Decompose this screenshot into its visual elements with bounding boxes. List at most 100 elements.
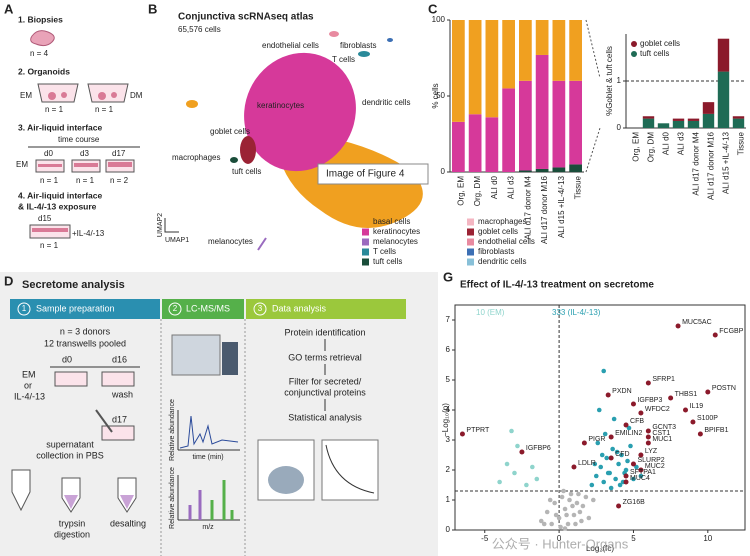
- text: collection in PBS: [36, 450, 104, 460]
- point: [504, 461, 510, 467]
- curve-icon: [325, 444, 375, 494]
- bar-segment: [468, 20, 482, 115]
- labeled-point: [581, 440, 587, 446]
- x-tick-label: ALI d15 +IL-4/-13: [557, 175, 566, 238]
- gene-label: MUC1: [652, 436, 672, 443]
- point: [583, 494, 589, 500]
- legend-label: endothelial cells: [478, 237, 535, 246]
- bar-segment: [519, 80, 532, 171]
- legend-swatch: [467, 258, 474, 266]
- panel-letter: D: [4, 273, 13, 288]
- transwell: [101, 425, 135, 441]
- point: [524, 482, 529, 488]
- bar-segment: [535, 54, 549, 169]
- axis-label: time (min): [192, 454, 223, 461]
- gene-label: GCNT3: [652, 424, 676, 431]
- organoid: [98, 92, 106, 100]
- x-axis-label: Log₂(fc): [586, 544, 614, 553]
- y-tick-label: 6: [446, 345, 451, 354]
- cluster-label: T cells: [332, 55, 355, 64]
- organoid: [111, 92, 117, 98]
- bar-segment: [552, 167, 566, 172]
- labeled-point: [690, 419, 696, 425]
- labeled-point: [571, 464, 577, 470]
- cluster-label: fibroblasts: [340, 41, 376, 50]
- axes: [177, 475, 240, 521]
- x-tick-label: 10: [703, 534, 712, 543]
- point: [613, 476, 618, 482]
- x-tick-label: ALI d17 donor M4: [523, 175, 532, 239]
- label: DM: [130, 91, 143, 100]
- point: [589, 482, 595, 488]
- y-tick-label: 1: [617, 76, 622, 85]
- watermark: 公众号 · Hunter-Organs: [492, 536, 629, 551]
- bar-segment: [732, 116, 745, 119]
- label: EM: [20, 91, 32, 100]
- bar-segment: [535, 20, 549, 55]
- spectrum: [188, 480, 234, 520]
- step-header: [10, 299, 160, 319]
- point: [541, 521, 547, 527]
- biopsy: [30, 30, 55, 47]
- bar-segment: [535, 168, 549, 172]
- labeled-point: [645, 434, 651, 440]
- label: time course: [58, 135, 100, 144]
- point: [598, 464, 604, 470]
- cluster-label: keratinocytes: [257, 101, 304, 110]
- point: [568, 491, 574, 497]
- legend-swatch: [467, 248, 474, 256]
- point: [601, 479, 607, 485]
- bar-segment: [485, 117, 499, 172]
- bar-segment: [717, 71, 730, 128]
- y-tick-label: 0: [441, 167, 446, 176]
- gene-label: LYZ: [645, 448, 658, 455]
- point: [586, 515, 592, 521]
- legend-label: keratinocytes: [373, 227, 420, 236]
- gene-label: WFDC2: [645, 406, 670, 413]
- labeled-point: [630, 401, 636, 407]
- bar-segment: [642, 116, 655, 119]
- labeled-point: [668, 395, 674, 401]
- x-tick-label: ALI d0: [490, 175, 499, 199]
- point: [561, 488, 566, 494]
- step-num: 1: [22, 304, 27, 313]
- point: [534, 476, 540, 482]
- cluster: [186, 100, 198, 108]
- epithelium: [38, 162, 132, 167]
- point: [631, 476, 636, 482]
- point: [559, 494, 565, 500]
- label: EM: [16, 160, 28, 169]
- axis-label: Relative abundance: [169, 399, 176, 461]
- gene-label: CFB: [630, 418, 644, 425]
- gene-label: MUC5AC: [682, 319, 712, 326]
- point: [549, 521, 554, 527]
- x-tick-label: 5: [631, 534, 636, 543]
- legend-swatch: [631, 41, 637, 47]
- y-tick-label: 0: [617, 123, 622, 132]
- point: [593, 473, 599, 479]
- step: 4. Air-liquid interface: [18, 190, 103, 200]
- legend-label: macrophages: [478, 217, 526, 226]
- bar-segment: [569, 20, 582, 81]
- labeled-point: [608, 455, 614, 461]
- endothelial-cluster: [329, 31, 339, 37]
- gene-label: PIGR: [588, 436, 605, 443]
- legend-swatch: [631, 51, 637, 57]
- legend-label: dendritic cells: [478, 257, 526, 266]
- bar-segment: [717, 38, 730, 72]
- gene-label: SFRP1: [652, 376, 675, 383]
- x-tick-label: ALI d17 donor M4: [692, 131, 701, 195]
- connector: [585, 127, 601, 173]
- labeled-point: [645, 440, 651, 446]
- bar-segment: [552, 20, 566, 81]
- gene-label: EMILIN2: [615, 430, 642, 437]
- labeled-point: [519, 449, 525, 455]
- point: [638, 473, 644, 479]
- text: trypsin: [59, 518, 86, 528]
- labeled-point: [605, 392, 611, 398]
- cluster-label: macrophages: [172, 153, 220, 162]
- axis-label: UMAP2: [157, 213, 164, 237]
- point: [530, 464, 535, 470]
- text: supernatant: [46, 439, 94, 449]
- point: [614, 449, 620, 455]
